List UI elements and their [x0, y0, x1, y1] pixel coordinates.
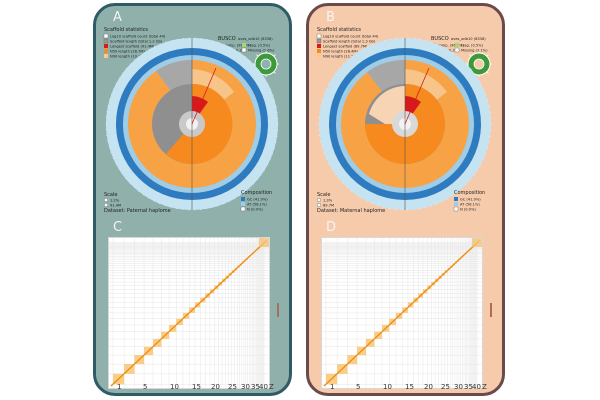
svg-text:1.2%: 1.2% — [110, 199, 120, 203]
busco-lineage: aves_odb10 (8338) — [238, 37, 273, 41]
x-tick: 15 — [405, 383, 414, 391]
z-chromosome-block — [259, 238, 269, 247]
stats-line: N90 length (11.2M) — [323, 55, 359, 59]
x-tick: 35 — [251, 383, 260, 391]
panel-maternal: B Scaffold statistics Log10 scaffold cou… — [306, 3, 505, 396]
busco-title: BUSCO — [431, 36, 449, 42]
svg-text:91.4M: 91.4M — [110, 204, 121, 208]
scale-title: Scale — [104, 192, 117, 198]
x-tick: 10 — [383, 383, 392, 391]
x-tick: 5 — [143, 383, 147, 391]
scale-title: Scale — [317, 192, 330, 198]
side-marker — [490, 303, 492, 317]
busco-lineage: aves_odb10 (8338) — [451, 37, 486, 41]
x-tick: Z — [269, 383, 274, 391]
x-tick: 1 — [330, 383, 334, 391]
x-tick: 5 — [356, 383, 360, 391]
stats-line: N50 length (28.7M) — [110, 50, 146, 54]
svg-text:GC (41.9%): GC (41.9%) — [460, 198, 481, 202]
snail-circle — [318, 37, 492, 211]
panel-letter-d: D — [326, 220, 337, 235]
x-tick: 15 — [192, 383, 201, 391]
contact-diagonal — [110, 239, 268, 387]
svg-text:AT (58.1%): AT (58.1%) — [247, 203, 267, 207]
x-tick: 30 — [241, 383, 250, 391]
x-tick: Z — [482, 383, 487, 391]
snail-circle — [105, 37, 279, 211]
contact-axis: 1 5 10 15 20 25 30 35 40 Z — [117, 383, 274, 391]
snail-plot-maternal: Scaffold statistics Log10 scaffold count… — [316, 27, 492, 214]
svg-text:1.3%: 1.3% — [323, 199, 333, 203]
x-tick: 40 — [472, 383, 481, 391]
scaffold-stats-title: Scaffold statistics — [104, 27, 148, 33]
stats-line: N90 length (10.3M) — [110, 55, 146, 59]
stats-line: Longest scaffold (91.4M) — [110, 45, 155, 49]
svg-text:Frag. (0.5%): Frag. (0.5%) — [461, 44, 484, 48]
hic-contact-map-paternal — [108, 237, 270, 389]
stats-line: Log10 scaffold count (total 44) — [110, 35, 166, 39]
busco-title: BUSCO — [218, 36, 236, 42]
svg-text:Comp. (96.4%): Comp. (96.4%) — [437, 44, 465, 48]
stats-line: Longest scaffold (89.7M) — [323, 45, 368, 49]
x-tick: 25 — [228, 383, 237, 391]
stats-line: Log10 scaffold count (total 44) — [323, 35, 379, 39]
z-chromosome-block — [472, 238, 482, 247]
svg-text:Missing (2.6%): Missing (2.6%) — [248, 49, 275, 53]
svg-text:Missing (3.1%): Missing (3.1%) — [461, 49, 488, 53]
dataset-label: Dataset: Paternal haplome — [104, 208, 171, 214]
x-tick: 20 — [424, 383, 433, 391]
hic-contact-map-maternal — [321, 237, 483, 389]
scaffold-stats-title: Scaffold statistics — [317, 27, 361, 33]
x-tick: 20 — [211, 383, 220, 391]
contact-axis: 1 5 10 15 20 25 30 35 40 Z — [330, 383, 487, 391]
svg-text:89.7M: 89.7M — [323, 204, 334, 208]
svg-text:N (0.0%): N (0.0%) — [460, 208, 476, 212]
composition-title: Composition — [454, 190, 485, 196]
stats-line: N50 length (28.4M) — [323, 50, 359, 54]
x-tick: 10 — [170, 383, 179, 391]
svg-text:Frag. (0.5%): Frag. (0.5%) — [248, 44, 271, 48]
busco-donut — [466, 51, 492, 77]
svg-text:Comp. (96.9%): Comp. (96.9%) — [224, 44, 252, 48]
contact-diagonal — [323, 239, 481, 387]
stats-line: Scaffold length (total 1.3 Gb) — [323, 40, 376, 44]
svg-text:N (0.0%): N (0.0%) — [247, 208, 263, 212]
panel-letter-c: C — [113, 220, 123, 235]
x-tick: 40 — [259, 383, 268, 391]
x-tick: 35 — [464, 383, 473, 391]
hic-map — [109, 238, 269, 388]
snail-plot-paternal: Scaffold statistics Log10 scaffold count… — [103, 27, 279, 214]
composition-title: Composition — [241, 190, 272, 196]
busco-donut — [253, 51, 279, 77]
stats-line: Scaffold length (total 1.2 Gb) — [110, 40, 163, 44]
panel-paternal: A Scaffold statistics Log10 scaffold cou… — [93, 3, 292, 396]
panel-letter-a: A — [113, 10, 122, 25]
panel-letter-b: B — [326, 10, 335, 25]
svg-text:GC (41.9%): GC (41.9%) — [247, 198, 268, 202]
x-tick: 25 — [441, 383, 450, 391]
side-marker — [277, 303, 279, 317]
x-tick: 1 — [117, 383, 121, 391]
dataset-label: Dataset: Maternal haplome — [317, 208, 385, 214]
hic-map — [322, 238, 482, 388]
svg-text:AT (58.1%): AT (58.1%) — [460, 203, 480, 207]
x-tick: 30 — [454, 383, 463, 391]
